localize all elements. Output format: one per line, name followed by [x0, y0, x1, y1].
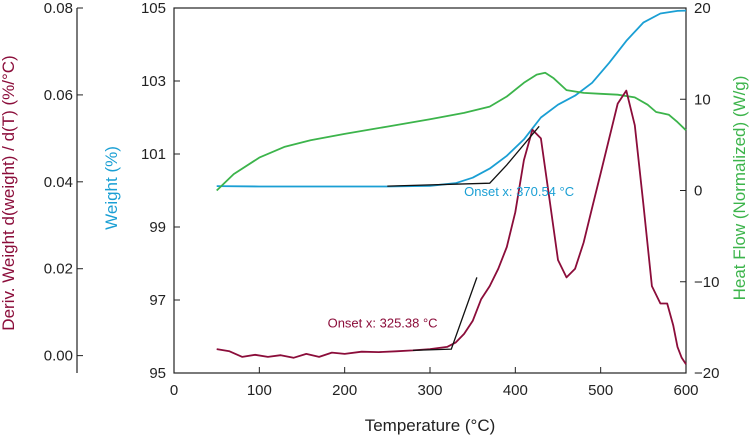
deriv-onset-label: Onset x: 325.38 °C [328, 315, 438, 330]
x-tick-label: 500 [588, 382, 613, 399]
heatflow-curve [216, 71, 687, 192]
x-tick-label: 400 [503, 382, 528, 399]
heatflow-tick-label: 10 [694, 91, 711, 108]
heatflow-tick-label: −10 [694, 274, 719, 291]
deriv-tick-label: 0.08 [44, 0, 73, 17]
heatflow-tick-label: 20 [694, 0, 711, 17]
weight-tick-label: 105 [141, 0, 166, 17]
annotation-layer: Onset x: 370.54 °C Onset x: 325.38 °C [328, 184, 575, 330]
deriv-weight-curve [216, 89, 687, 365]
weight-tick-label: 101 [141, 146, 166, 163]
weight-tick-label: 97 [149, 292, 166, 309]
x-axis-title: Temperature (°C) [365, 416, 496, 435]
x-tick-label: 600 [673, 382, 698, 399]
weight-tick-label: 95 [149, 365, 166, 382]
deriv-axis-title: Deriv. Weight d(weight) / d(T) (%/°C) [0, 55, 18, 330]
weight-tick-label: 99 [149, 219, 166, 236]
heatflow-tick-label: 0 [694, 183, 702, 200]
weight-curve [216, 9, 687, 188]
series-layer [216, 9, 687, 365]
x-tick-label: 0 [170, 382, 178, 399]
deriv-tick-label: 0.06 [44, 87, 73, 104]
heatflow-axis-title: Heat Flow (Normalized) (W/g) [730, 76, 749, 301]
deriv-tick-label: 0.02 [44, 261, 73, 278]
tangent-layer [387, 125, 540, 352]
weight-tick-label: 103 [141, 73, 166, 90]
x-tick-label: 100 [247, 382, 272, 399]
weight-onset-tangent [387, 125, 540, 187]
x-tick-label: 200 [332, 382, 357, 399]
heatflow-tick-label: −20 [694, 365, 719, 382]
ticks-layer: 0 100 200 300 400 500 6009597991011031050.000.… [44, 0, 720, 399]
deriv-onset-tangent [412, 277, 478, 352]
deriv-tick-label: 0.04 [44, 174, 73, 191]
deriv-tick-label: 0.00 [44, 348, 73, 365]
x-tick-label: 300 [417, 382, 442, 399]
weight-onset-label: Onset x: 370.54 °C [464, 184, 574, 199]
weight-axis-title: Weight (%) [102, 146, 121, 230]
